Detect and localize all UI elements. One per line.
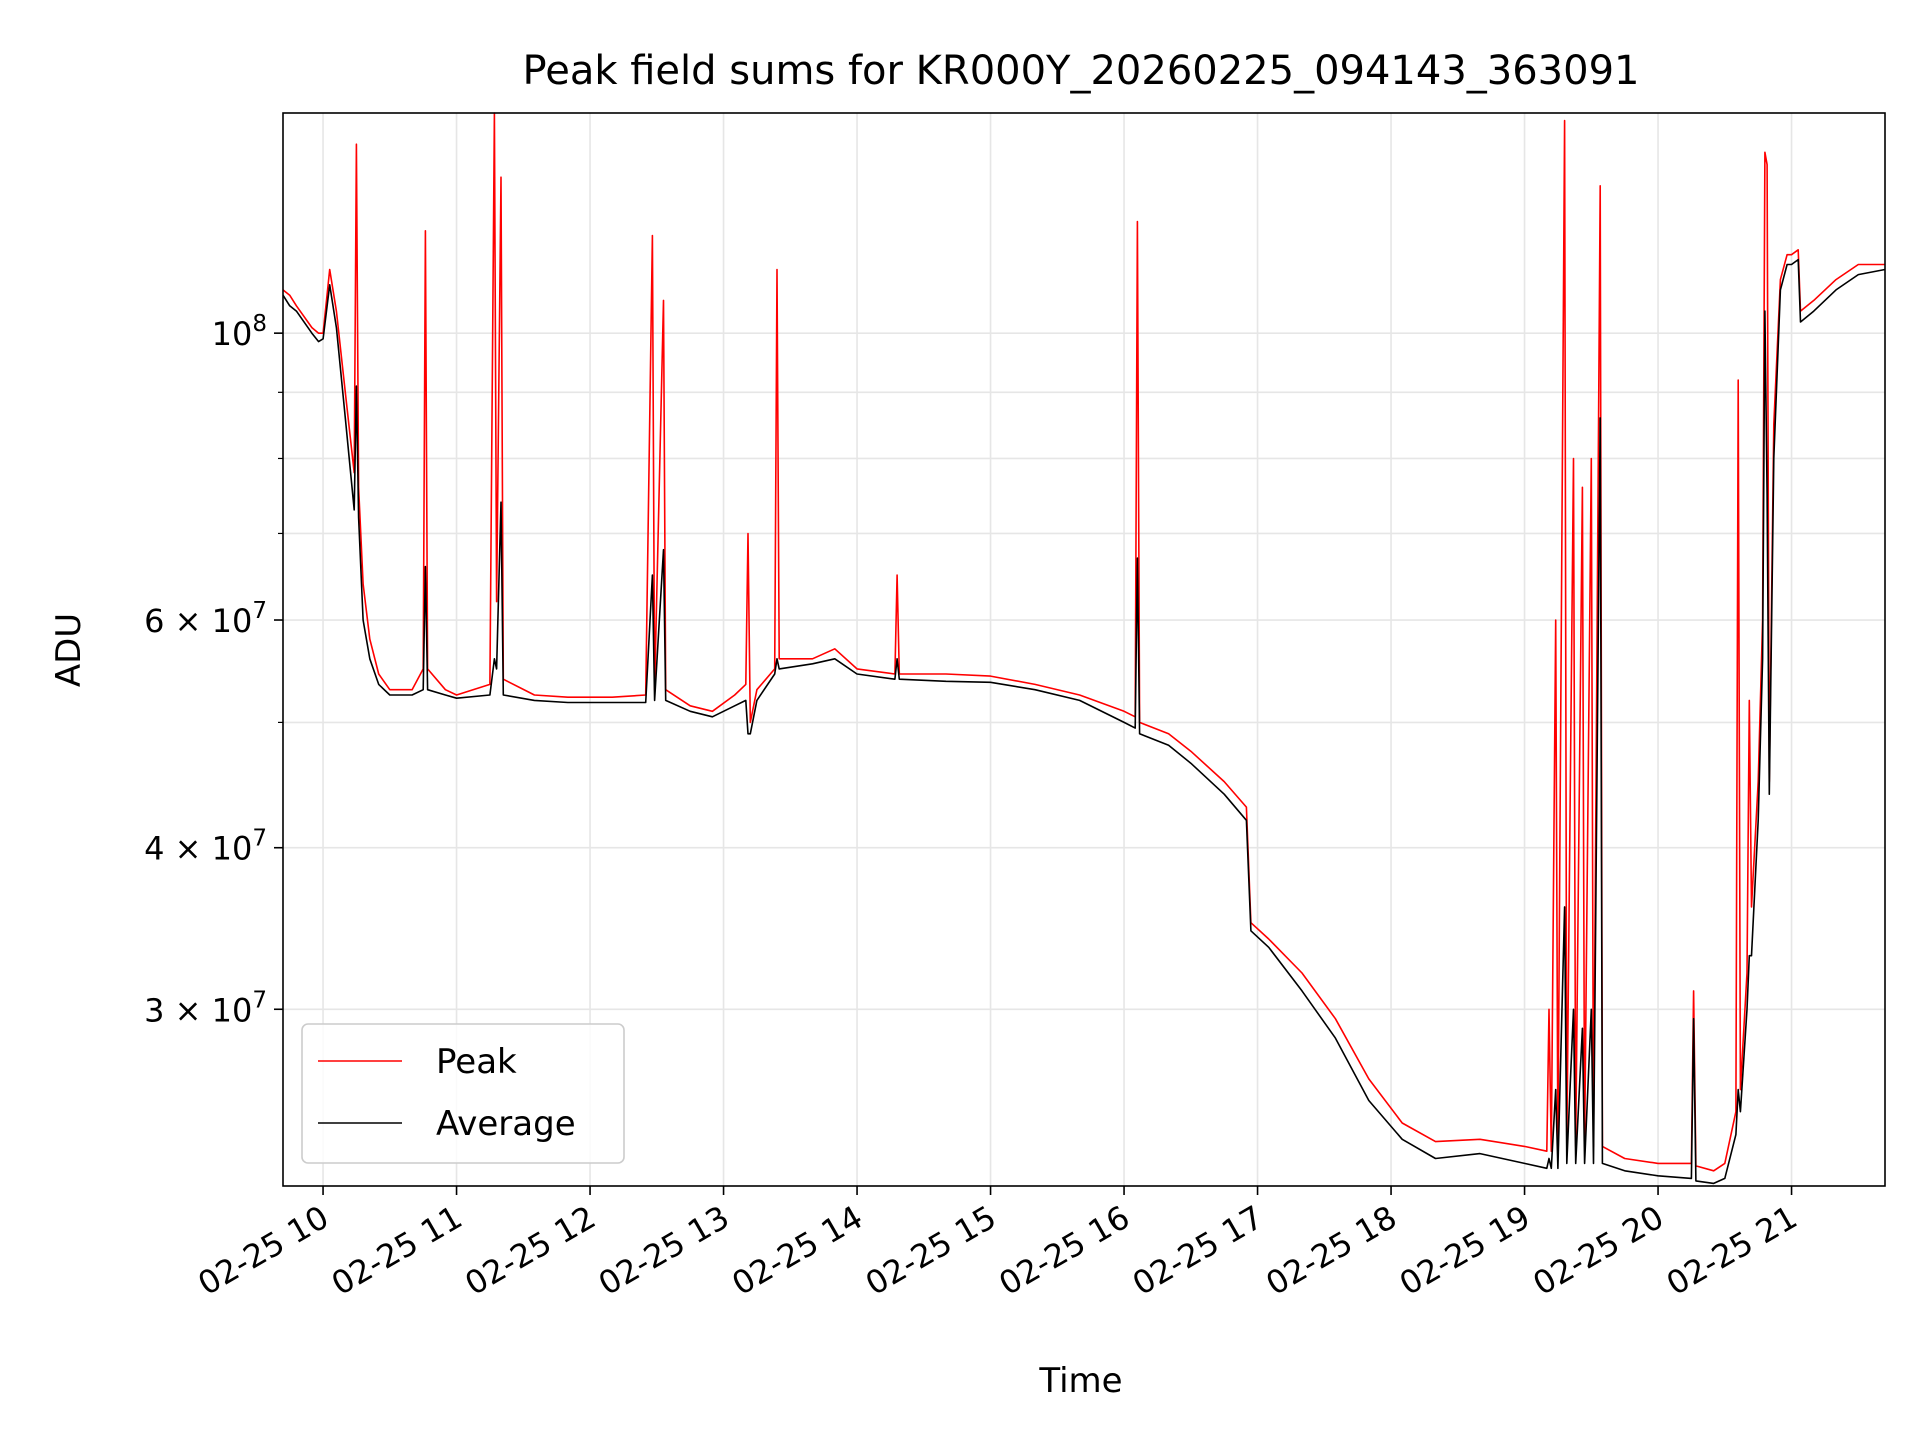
y-axis-label: ADU	[49, 613, 89, 687]
x-tick-label: 02-25 15	[859, 1198, 1003, 1303]
legend-box	[301, 1023, 625, 1164]
x-axis-label: Time	[1038, 1361, 1122, 1401]
y-tick-label: 6 × 107	[144, 598, 267, 640]
y-tick-label: 108	[212, 311, 267, 353]
y-tick-label: 3 × 107	[144, 987, 267, 1029]
grid-layer	[283, 113, 1885, 1186]
chart-title: Peak field sums for KR000Y_20260225_0941…	[523, 48, 1640, 94]
x-tick-label: 02-25 19	[1393, 1198, 1537, 1303]
x-tick-label: 02-25 14	[725, 1198, 869, 1303]
legend: Peak Average	[301, 1023, 625, 1164]
x-tick-label: 02-25 16	[992, 1198, 1136, 1303]
plot-frame	[282, 112, 1886, 1187]
x-tick-label: 02-25 20	[1526, 1198, 1670, 1303]
x-tick-label: 02-25 13	[592, 1198, 736, 1303]
legend-label-average: Average	[436, 1104, 576, 1144]
x-tick-label: 02-25 12	[458, 1198, 602, 1303]
y-tick-label: 4 × 107	[144, 826, 267, 868]
x-tick-label: 02-25 18	[1259, 1198, 1403, 1303]
series-layer	[282, 112, 1886, 1185]
x-tick-label: 02-25 10	[191, 1198, 335, 1303]
series-line-peak	[282, 112, 1885, 1172]
y-axis-ticks: 108 6 × 107 4 × 107 3 × 107	[144, 311, 283, 1029]
legend-label-peak: Peak	[436, 1042, 517, 1082]
x-tick-label: 02-25 21	[1660, 1198, 1804, 1303]
series-line-average	[282, 258, 1886, 1185]
x-tick-label: 02-25 11	[325, 1198, 469, 1303]
x-tick-label: 02-25 17	[1126, 1198, 1270, 1303]
